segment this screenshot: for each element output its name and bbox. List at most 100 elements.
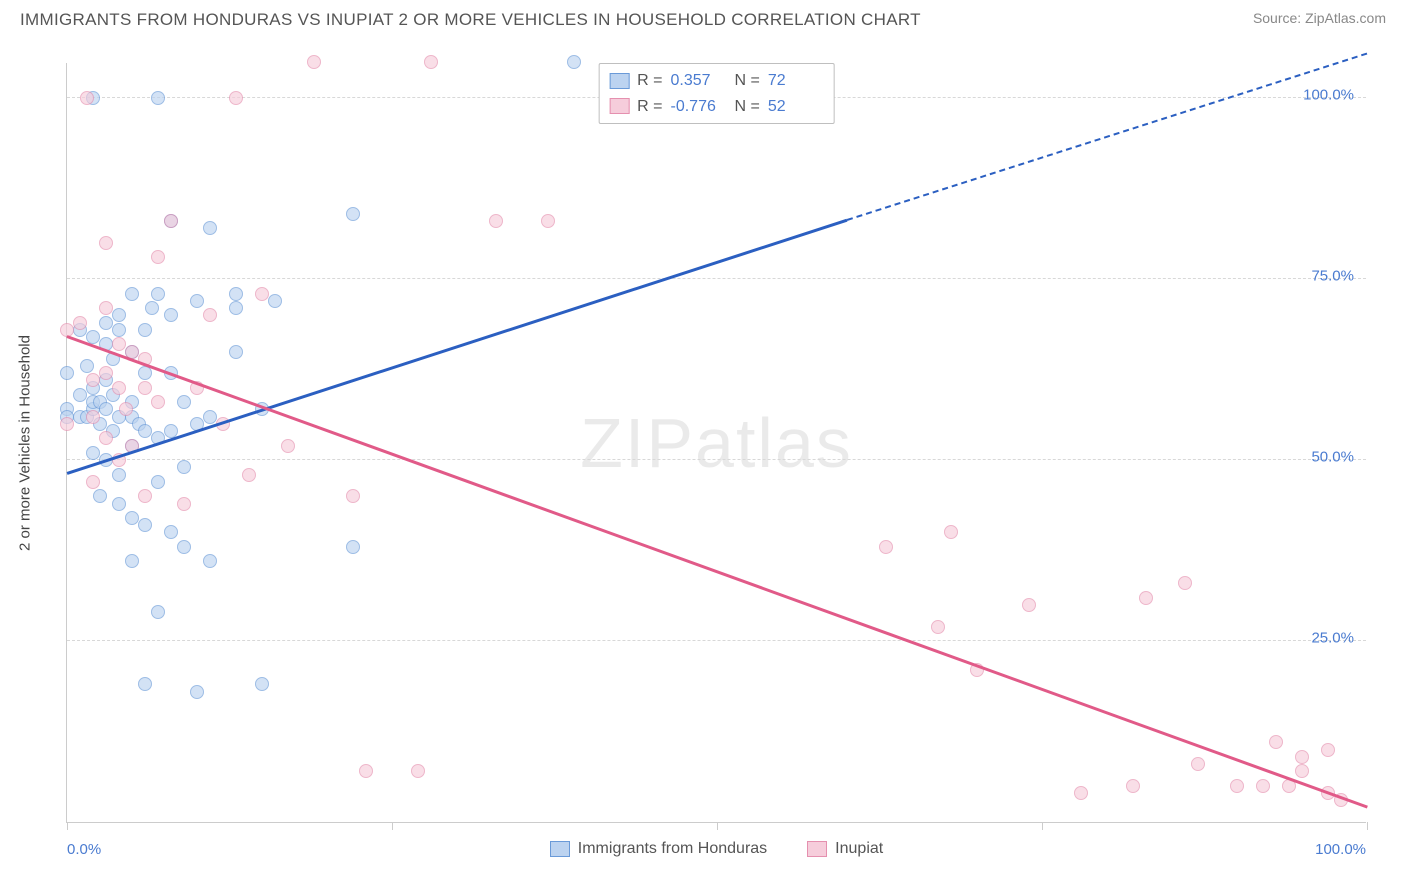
data-point: [1126, 779, 1140, 793]
data-point: [1022, 598, 1036, 612]
data-point: [931, 620, 945, 634]
data-point: [145, 301, 159, 315]
data-point: [1295, 750, 1309, 764]
data-point: [86, 373, 100, 387]
data-point: [73, 316, 87, 330]
swatch-icon: [550, 841, 570, 857]
x-tick: [717, 822, 718, 830]
stat-label: R =: [637, 68, 662, 94]
data-point: [80, 359, 94, 373]
data-point: [307, 55, 321, 69]
data-point: [138, 366, 152, 380]
data-point: [177, 540, 191, 554]
data-point: [80, 91, 94, 105]
data-point: [203, 410, 217, 424]
data-point: [229, 287, 243, 301]
data-point: [281, 439, 295, 453]
data-point: [151, 250, 165, 264]
data-point: [879, 540, 893, 554]
data-point: [177, 497, 191, 511]
data-point: [86, 410, 100, 424]
data-point: [112, 468, 126, 482]
data-point: [138, 518, 152, 532]
data-point: [151, 395, 165, 409]
data-point: [99, 431, 113, 445]
data-point: [125, 554, 139, 568]
data-point: [138, 424, 152, 438]
x-tick: [67, 822, 68, 830]
stat-label: R =: [637, 94, 662, 120]
data-point: [93, 489, 107, 503]
data-point: [489, 214, 503, 228]
bottom-legend: 0.0% Immigrants from Honduras Inupiat 10…: [67, 840, 1366, 858]
data-point: [229, 91, 243, 105]
stat-value: -0.776: [671, 94, 727, 120]
data-point: [1178, 576, 1192, 590]
data-point: [1321, 743, 1335, 757]
swatch-icon: [609, 98, 629, 114]
stats-box: R = 0.357 N = 72 R = -0.776 N = 52: [598, 63, 835, 124]
data-point: [255, 677, 269, 691]
data-point: [112, 497, 126, 511]
data-point: [164, 525, 178, 539]
data-point: [203, 554, 217, 568]
source-label: Source: ZipAtlas.com: [1253, 10, 1386, 26]
data-point: [125, 511, 139, 525]
data-point: [99, 301, 113, 315]
data-point: [112, 323, 126, 337]
plot-area: 2 or more Vehicles in Household ZIPatlas…: [66, 63, 1366, 823]
data-point: [346, 489, 360, 503]
legend-label: Inupiat: [835, 840, 883, 858]
data-point: [138, 489, 152, 503]
data-point: [138, 323, 152, 337]
stat-value: 72: [768, 68, 824, 94]
data-point: [151, 91, 165, 105]
stat-label: N =: [735, 94, 760, 120]
data-point: [424, 55, 438, 69]
data-point: [138, 381, 152, 395]
data-point: [125, 287, 139, 301]
data-point: [177, 395, 191, 409]
data-point: [112, 381, 126, 395]
data-point: [151, 475, 165, 489]
data-point: [119, 402, 133, 416]
data-point: [944, 525, 958, 539]
data-point: [99, 366, 113, 380]
data-point: [229, 301, 243, 315]
data-point: [203, 221, 217, 235]
data-point: [242, 468, 256, 482]
data-point: [60, 366, 74, 380]
legend-item: Inupiat: [807, 840, 883, 858]
data-point: [567, 55, 581, 69]
data-point: [346, 540, 360, 554]
data-point: [164, 214, 178, 228]
y-axis-label: 2 or more Vehicles in Household: [17, 335, 34, 551]
stats-row: R = 0.357 N = 72: [609, 68, 824, 94]
stat-value: 0.357: [671, 68, 727, 94]
x-tick-label-right: 100.0%: [1315, 841, 1366, 858]
data-point: [99, 402, 113, 416]
data-point: [86, 446, 100, 460]
data-point: [346, 207, 360, 221]
x-tick: [392, 822, 393, 830]
data-point: [1295, 764, 1309, 778]
data-point: [541, 214, 555, 228]
data-point: [268, 294, 282, 308]
data-point: [112, 337, 126, 351]
data-point: [255, 287, 269, 301]
data-point: [99, 316, 113, 330]
data-point: [1256, 779, 1270, 793]
data-point: [73, 388, 87, 402]
data-point: [138, 677, 152, 691]
data-point: [151, 605, 165, 619]
data-point: [1074, 786, 1088, 800]
x-tick-label-left: 0.0%: [67, 841, 101, 858]
stats-row: R = -0.776 N = 52: [609, 94, 824, 120]
swatch-icon: [609, 73, 629, 89]
data-point: [99, 236, 113, 250]
x-tick: [1042, 822, 1043, 830]
data-point: [229, 345, 243, 359]
legend-label: Immigrants from Honduras: [578, 840, 767, 858]
data-point: [164, 308, 178, 322]
data-point: [1139, 591, 1153, 605]
